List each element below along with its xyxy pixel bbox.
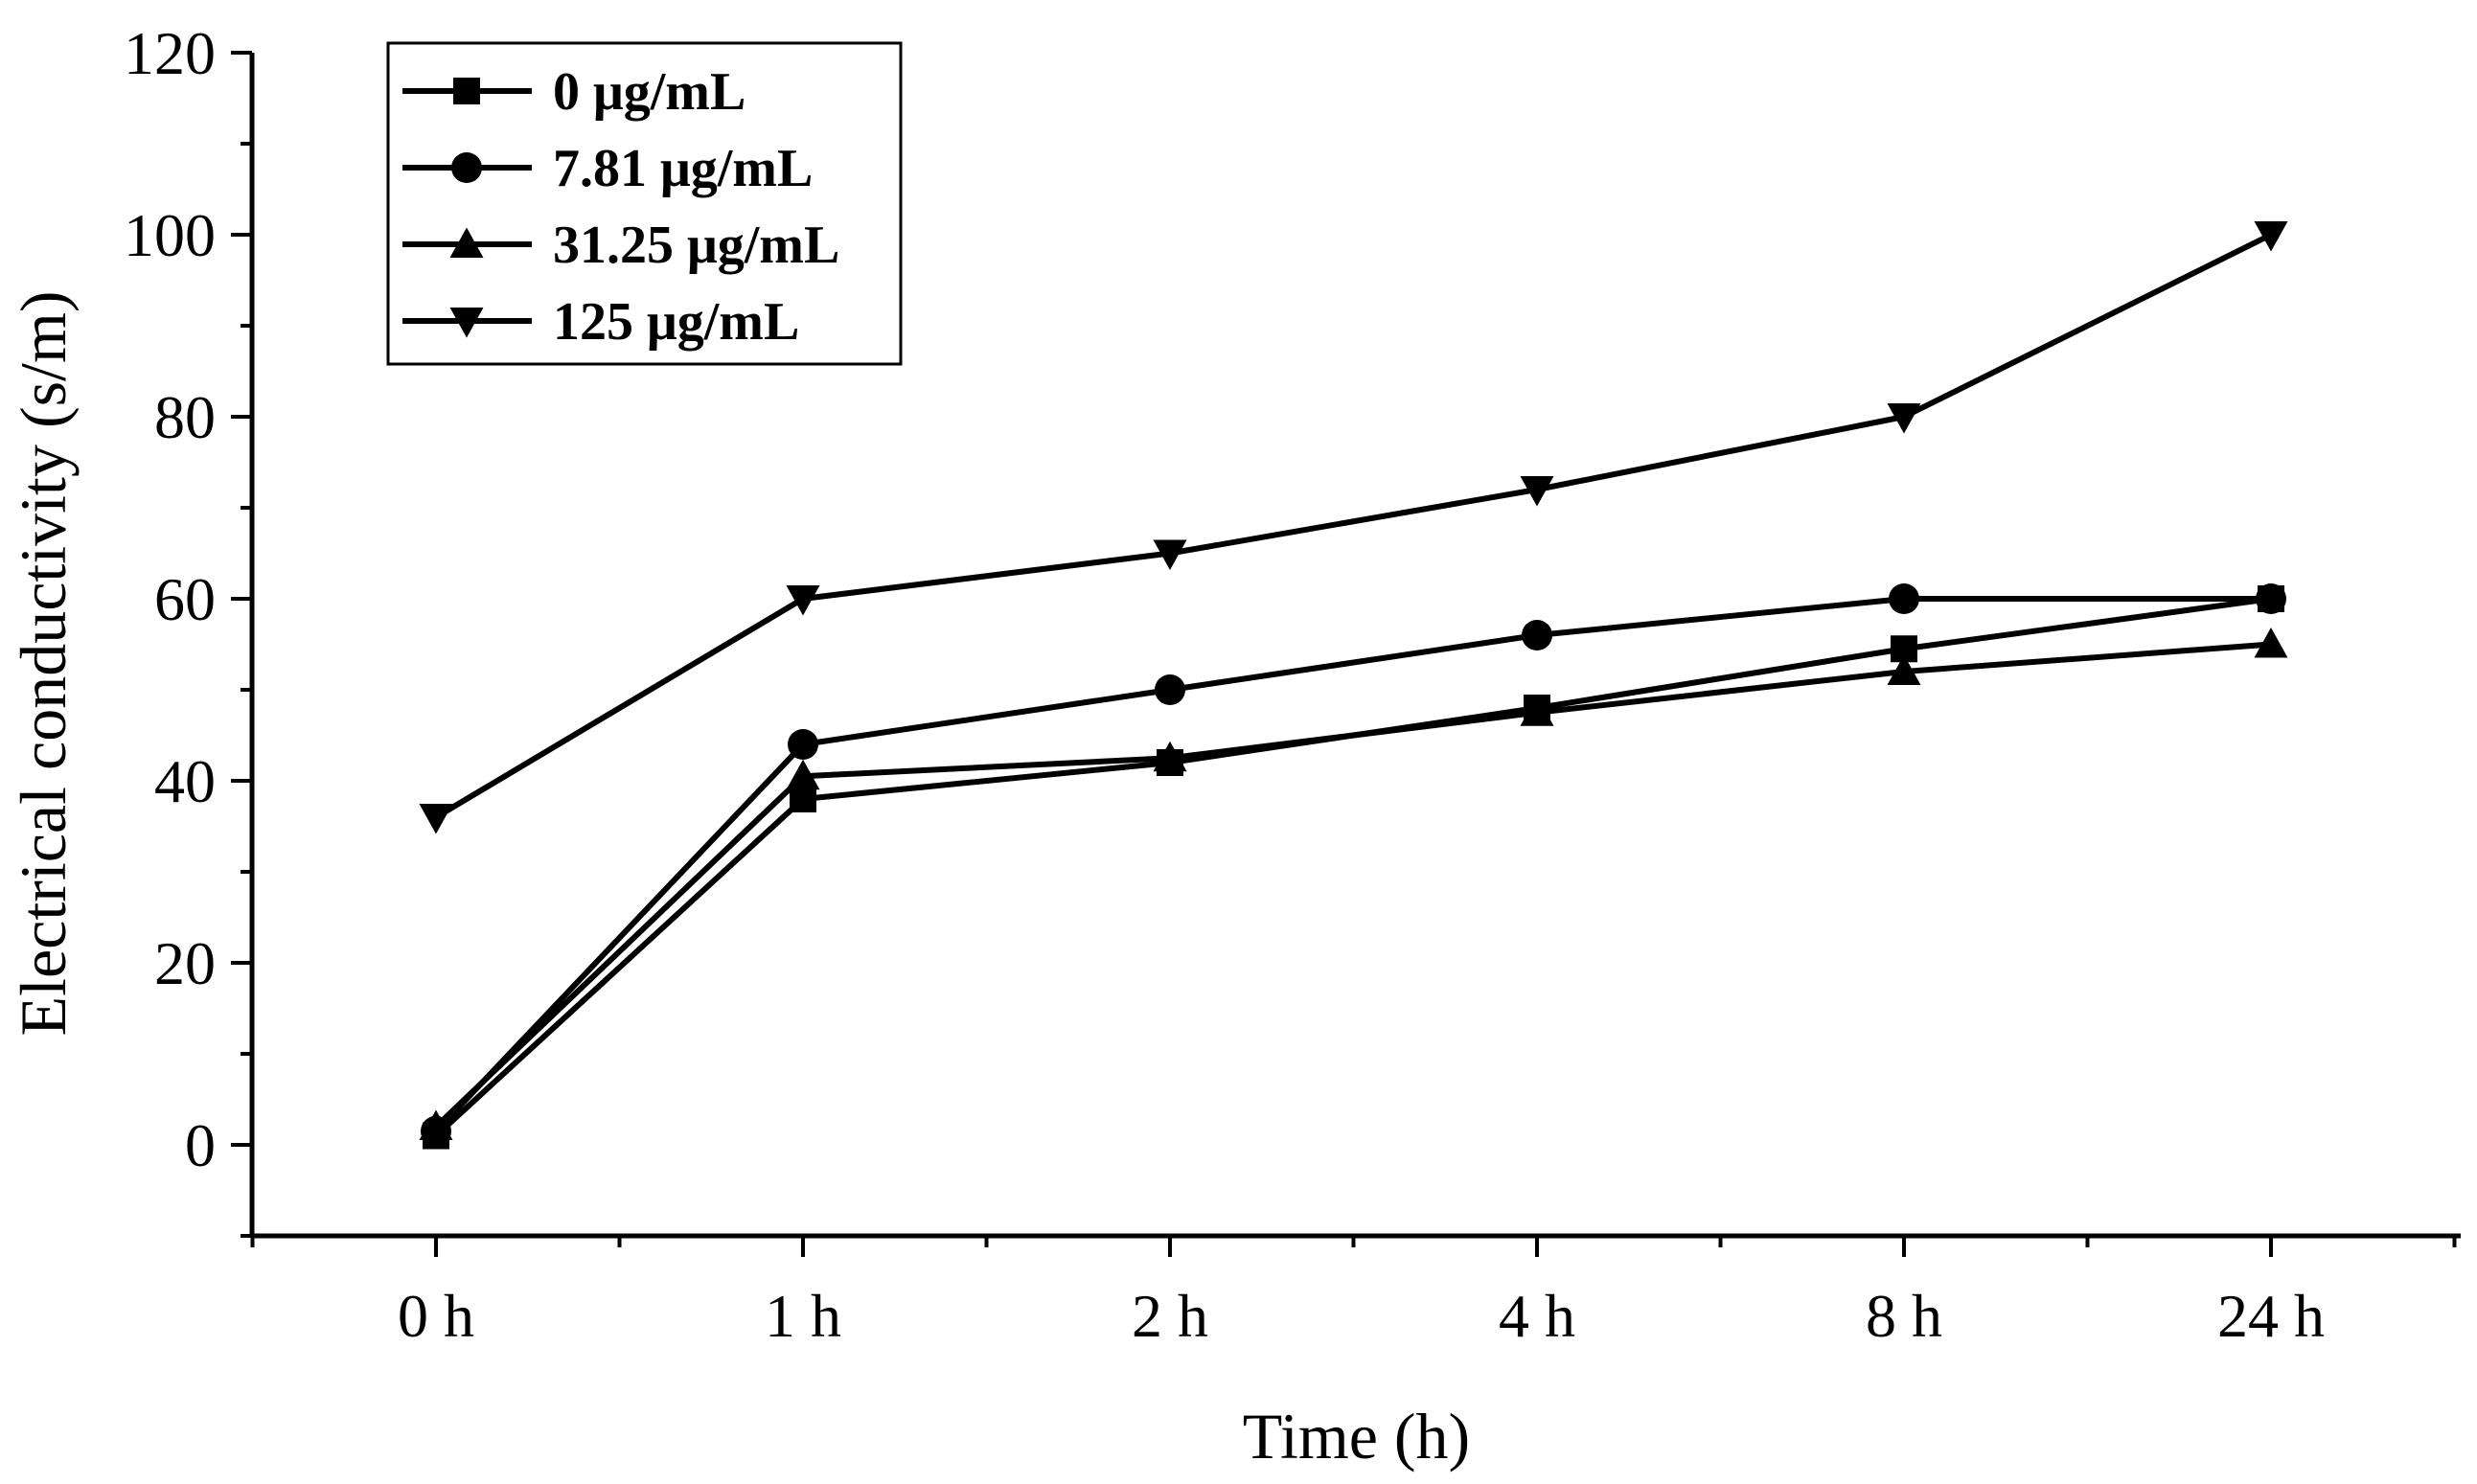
legend-label: 31.25 μg/mL [553, 216, 839, 275]
axes: 0 20 40 60 80 100 120 0 h 1 h 2 h 4 h 8 h 24 h [124, 19, 2461, 1350]
x-tick-label: 4 h [1499, 1282, 1575, 1350]
data-point [1520, 476, 1554, 507]
legend-marker [453, 78, 480, 104]
x-tick-label: 24 h [2217, 1282, 2325, 1350]
y-tick-label: 0 [185, 1111, 216, 1179]
data-point [1153, 539, 1187, 570]
data-point [788, 729, 818, 760]
data-point [1153, 741, 1187, 772]
data-point [1889, 583, 1919, 614]
legend: 0 μg/mL 7.81 μg/mL 31.25 μg/mL 125 μg/mL [386, 41, 903, 366]
data-point [2254, 221, 2288, 252]
series-line [433, 596, 2271, 1133]
x-tick-label: 0 h [398, 1282, 474, 1350]
legend-label: 0 μg/mL [553, 62, 745, 122]
legend-marker [449, 308, 484, 338]
data-point [2254, 628, 2288, 658]
legend-entry: 125 μg/mL [402, 292, 799, 352]
legend-entry: 31.25 μg/mL [402, 216, 839, 275]
series-line [434, 232, 2273, 820]
data-point [790, 786, 816, 812]
y-tick-label: 60 [154, 565, 216, 633]
y-tick-label: 40 [154, 747, 216, 815]
y-tick-label: 80 [154, 383, 216, 451]
data-point [786, 759, 820, 790]
y-tick-label: 120 [124, 19, 216, 87]
y-axis-title: Electrical conductivity (s/m) [7, 291, 80, 1037]
data-point [419, 1109, 453, 1140]
series-line [433, 641, 2272, 1130]
data-point [1522, 620, 1552, 651]
legend-marker [451, 152, 482, 183]
data-point [1887, 654, 1921, 685]
series-2 [421, 583, 2286, 1147]
legend-marker [449, 227, 484, 258]
data-point [786, 585, 820, 616]
series-4 [419, 221, 2288, 834]
y-tick-label: 20 [154, 929, 216, 997]
x-tick-label: 1 h [765, 1282, 841, 1350]
x-tick-label: 2 h [1132, 1282, 1208, 1350]
x-axis-title: Time (h) [1243, 1400, 1470, 1473]
y-tick-label: 100 [124, 201, 216, 269]
series-3 [419, 628, 2288, 1140]
data-point [1155, 674, 1185, 705]
series-group [419, 221, 2288, 1150]
data-point [2256, 583, 2286, 614]
legend-entry: 0 μg/mL [402, 62, 745, 122]
legend-entry: 7.81 μg/mL [402, 139, 813, 198]
data-point [1887, 403, 1921, 434]
x-tick-label: 8 h [1866, 1282, 1942, 1350]
series-1 [423, 585, 2284, 1150]
legend-label: 125 μg/mL [553, 292, 799, 352]
data-point [419, 804, 453, 834]
data-point [1520, 696, 1554, 726]
legend-label: 7.81 μg/mL [553, 139, 813, 198]
